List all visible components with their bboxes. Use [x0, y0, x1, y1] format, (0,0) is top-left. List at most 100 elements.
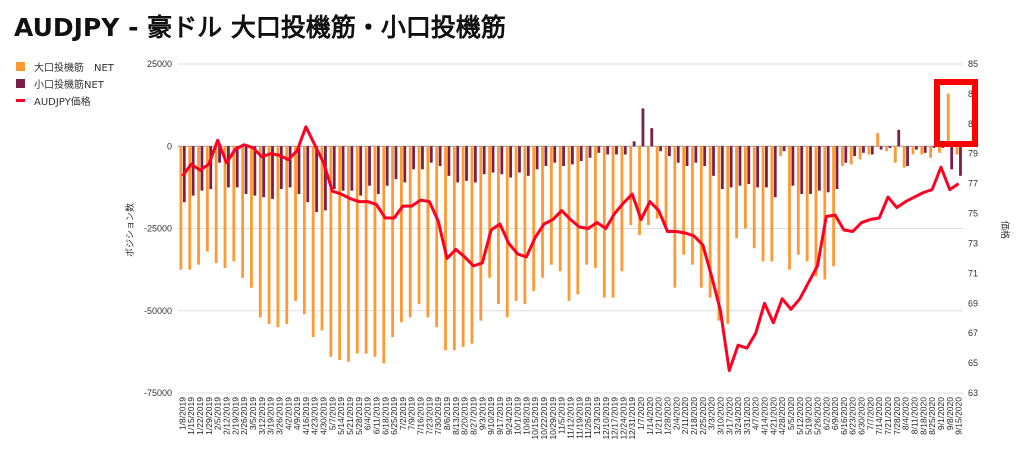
- x-tick-label: 5/28/2019: [354, 397, 364, 435]
- x-tick-label: 2/25/2020: [698, 397, 708, 435]
- x-tick-label: 3/3/2020: [707, 397, 717, 430]
- small-spec-bar: [350, 146, 354, 191]
- large-spec-bar: [629, 146, 633, 226]
- large-spec-bar: [391, 146, 394, 338]
- small-spec-bar: [227, 146, 230, 188]
- large-spec-bar: [223, 146, 227, 268]
- large-spec-bar: [761, 146, 765, 262]
- large-spec-bar: [558, 146, 562, 272]
- x-tick-label: 12/31/2019: [627, 397, 637, 440]
- large-spec-bar: [594, 146, 597, 268]
- small-spec-bar: [694, 146, 698, 163]
- large-spec-bar: [735, 146, 738, 239]
- large-spec-bar: [938, 146, 941, 153]
- large-spec-bar: [435, 146, 439, 328]
- x-tick-label: 7/28/2020: [892, 397, 902, 435]
- large-spec-bar: [364, 146, 368, 354]
- large-spec-bar: [541, 146, 544, 278]
- legend-swatch: [16, 99, 25, 102]
- small-spec-bar: [403, 146, 407, 183]
- large-spec-bar: [311, 146, 315, 338]
- y2-tick-label: 65: [968, 358, 978, 368]
- x-tick-label: 12/10/2019: [601, 397, 611, 440]
- x-tick-label: 8/27/2019: [468, 397, 478, 435]
- small-spec-bar: [482, 146, 486, 175]
- large-spec-bar: [320, 146, 324, 331]
- x-tick-label: 4/28/2020: [777, 397, 787, 435]
- legend: 大口投機筋 NET 小口投機筋NET AUDJPY価格: [16, 58, 114, 109]
- small-spec-bar: [668, 146, 671, 157]
- large-spec-bar: [673, 146, 677, 288]
- small-spec-bar: [817, 146, 821, 191]
- small-spec-bar: [914, 146, 918, 150]
- x-tick-label: 10/29/2019: [548, 397, 558, 440]
- x-tick-label: 2/11/2020: [680, 397, 690, 434]
- y2-tick-label: 69: [968, 298, 978, 308]
- small-spec-bar: [526, 146, 530, 176]
- small-spec-bar: [297, 146, 301, 194]
- small-spec-bar: [429, 146, 433, 163]
- y2-tick-label: 73: [968, 238, 978, 248]
- legend-item-price: AUDJPY価格: [16, 92, 114, 109]
- x-tick-label: 5/21/2019: [345, 397, 355, 435]
- large-spec-bar: [893, 146, 897, 163]
- large-spec-bar: [470, 146, 474, 344]
- large-spec-bar: [514, 146, 518, 301]
- small-spec-bar: [941, 146, 945, 148]
- small-spec-bar: [615, 146, 618, 155]
- x-tick-label: 8/18/2020: [918, 397, 928, 435]
- x-tick-label: 4/7/2020: [751, 397, 761, 430]
- x-tick-label: 9/8/2020: [945, 397, 955, 430]
- small-spec-bar: [518, 146, 521, 173]
- small-spec-bar: [826, 146, 830, 193]
- small-spec-bar: [729, 146, 733, 188]
- y2-tick-label: 71: [968, 268, 978, 278]
- small-spec-bar: [853, 146, 857, 157]
- x-tick-label: 5/19/2020: [804, 397, 814, 435]
- small-spec-bar: [932, 146, 936, 148]
- x-tick-label: 9/17/2019: [495, 397, 505, 435]
- x-tick-label: 12/3/2019: [592, 397, 602, 435]
- x-tick-label: 10/8/2019: [521, 397, 531, 435]
- small-spec-bar: [676, 146, 680, 163]
- x-tick-label: 1/29/2019: [204, 397, 214, 435]
- large-spec-bar: [885, 146, 888, 152]
- small-spec-bar: [844, 146, 848, 163]
- large-spec-bar: [682, 146, 686, 255]
- large-spec-bar: [602, 146, 606, 298]
- small-spec-bar: [191, 146, 195, 196]
- x-tick-label: 3/10/2020: [715, 397, 725, 435]
- x-tick-label: 2/4/2020: [671, 397, 681, 430]
- y2-tick-label: 63: [968, 388, 978, 398]
- x-tick-label: 7/2/2019: [398, 397, 408, 430]
- x-tick-label: 8/6/2019: [442, 397, 452, 430]
- small-spec-bar: [800, 146, 804, 194]
- x-tick-label: 8/4/2020: [901, 397, 911, 430]
- x-tick-label: 1/7/2020: [636, 397, 646, 430]
- large-spec-bar: [876, 133, 880, 147]
- small-spec-bar: [535, 146, 539, 170]
- x-tick-label: 1/28/2020: [663, 397, 673, 435]
- small-spec-bar: [491, 146, 495, 173]
- small-spec-bar: [315, 146, 319, 213]
- large-spec-bar: [832, 146, 835, 267]
- large-spec-bar: [770, 146, 774, 262]
- small-spec-bar: [218, 146, 221, 163]
- large-spec-bar: [841, 146, 844, 166]
- x-tick-label: 6/9/2020: [830, 397, 840, 430]
- small-spec-bar: [712, 146, 715, 176]
- y-axis-label: ポジション数: [124, 203, 135, 257]
- x-tick-label: 6/25/2019: [389, 397, 399, 435]
- large-spec-bar: [585, 146, 589, 265]
- small-spec-bar: [421, 146, 424, 170]
- x-tick-label: 3/17/2020: [724, 397, 734, 435]
- large-spec-bar: [902, 146, 906, 168]
- large-spec-bar: [382, 146, 386, 364]
- x-tick-label: 7/16/2019: [416, 397, 426, 435]
- large-spec-bar: [232, 146, 236, 262]
- x-tick-label: 9/1/2020: [936, 397, 946, 430]
- small-spec-bar: [588, 146, 592, 158]
- small-spec-bar: [262, 146, 266, 198]
- small-spec-bar: [570, 146, 574, 165]
- small-spec-bar: [500, 146, 504, 175]
